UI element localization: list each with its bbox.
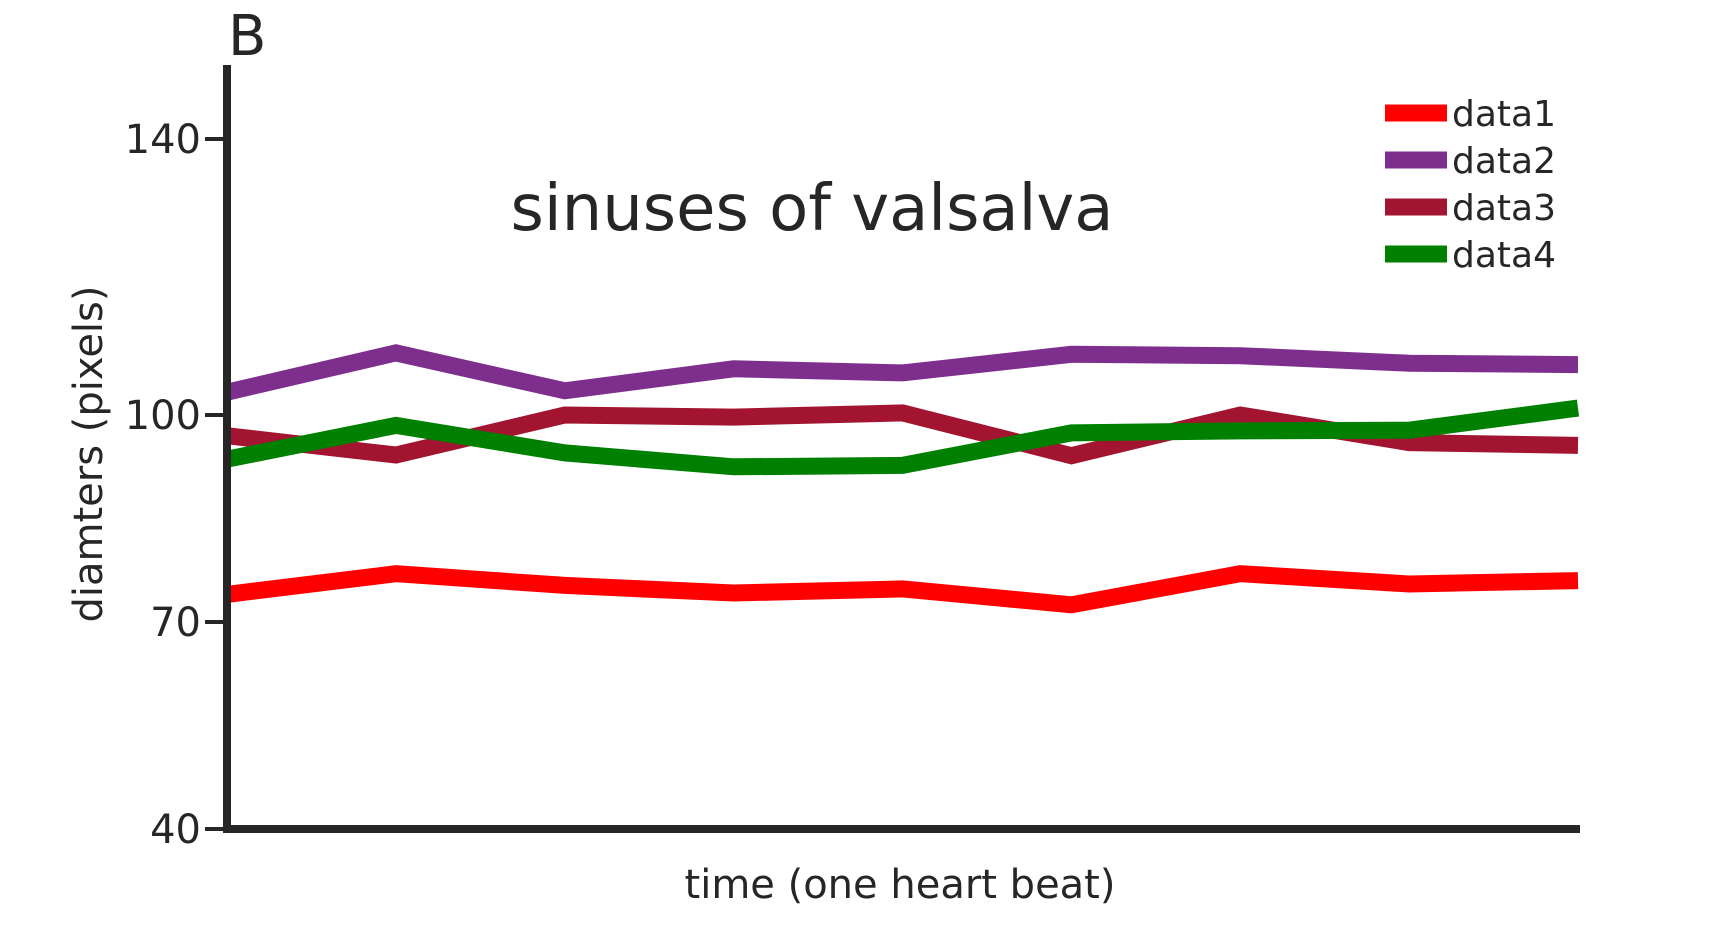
- y-axis-label: diamters (pixels): [66, 286, 112, 623]
- y-tick-label: 140: [125, 117, 201, 163]
- legend: data1 data2 data3 data4: [1385, 94, 1556, 276]
- legend-label-data1: data1: [1452, 94, 1556, 135]
- panel-label: B: [228, 4, 266, 69]
- x-axis-label: time (one heart beat): [685, 862, 1116, 908]
- y-tick-label: 40: [150, 807, 201, 853]
- series-line-data2: [225, 344, 1579, 401]
- chart-title: sinuses of valsalva: [511, 172, 1114, 246]
- legend-label-data4: data4: [1452, 235, 1556, 276]
- legend-label-data2: data2: [1452, 141, 1556, 182]
- axes: 40 70 100 140: [125, 65, 1580, 853]
- series-layer: [225, 344, 1580, 614]
- legend-label-data3: data3: [1452, 188, 1556, 229]
- series-line-data1: [225, 565, 1579, 614]
- y-tick-label: 100: [125, 393, 201, 439]
- series-line-data4: [225, 399, 1580, 476]
- y-tick-label: 70: [150, 600, 201, 646]
